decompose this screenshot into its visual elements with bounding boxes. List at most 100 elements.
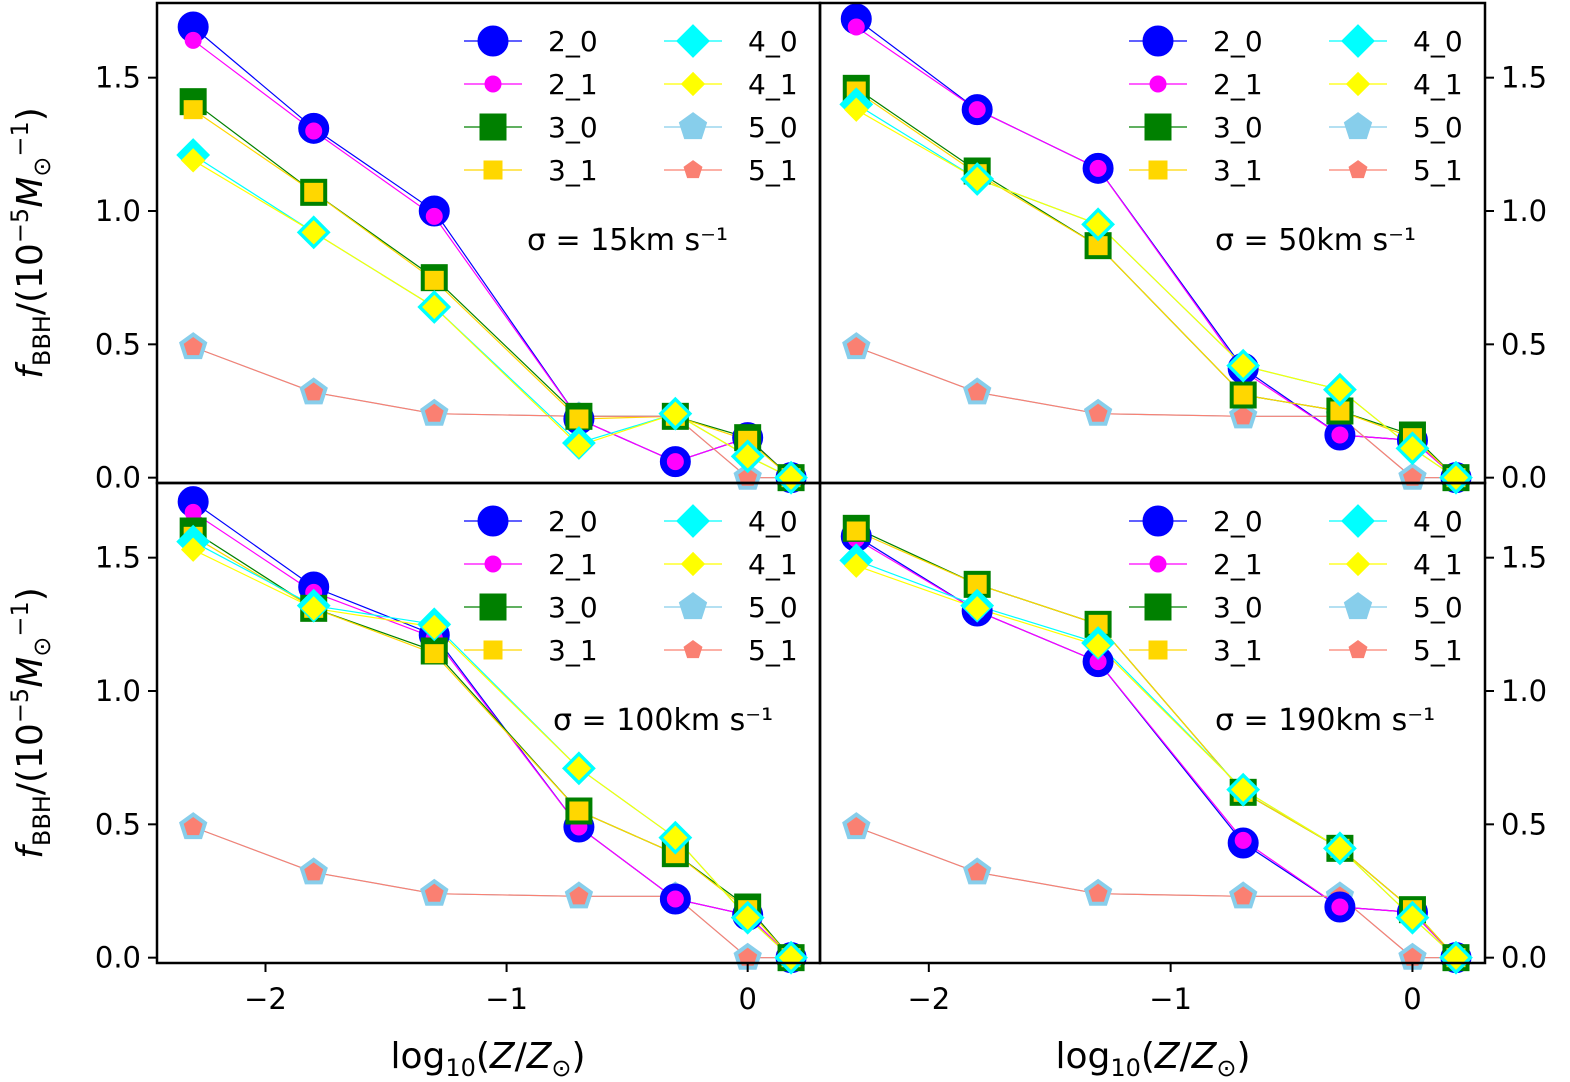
y-tick-label: 0.0 — [95, 461, 141, 495]
y-tick-label: 1.5 — [1501, 541, 1547, 575]
series-line-5_1 — [856, 826, 1456, 959]
legend-label-4_1: 4_1 — [1413, 548, 1463, 581]
legend-label-4_1: 4_1 — [748, 68, 798, 101]
point-4_1-5 — [735, 905, 760, 930]
point-2_1-2 — [425, 207, 443, 225]
panel-3: 0.0 0.5 1.0 1.5 −2 −1 0 σ = 100km s⁻¹ 2_0 2_1 3_0 3… — [95, 481, 822, 1016]
point-4_1-6 — [778, 465, 804, 490]
sigma-annotation: σ = 190km s⁻¹ — [1215, 703, 1435, 738]
panel-4: 0.0 0.5 1.0 1.5 −2 −1 0 σ = 190km s⁻¹ 2_0 2_1 3_0 3… — [818, 481, 1547, 1016]
series-line-5_0 — [192, 826, 792, 959]
point-5_1-2 — [1088, 403, 1108, 422]
point-2_1-0 — [847, 18, 865, 36]
point-2_1-3 — [1234, 831, 1252, 849]
legend-marker-3_0 — [479, 593, 507, 621]
series-line-4_1 — [192, 159, 792, 479]
point-3_1-2 — [424, 644, 444, 664]
point-5_1-2 — [424, 883, 444, 902]
point-4_1-3 — [566, 433, 592, 458]
point-5_1-0 — [183, 816, 203, 836]
point-4_1-2 — [422, 614, 447, 640]
x-tick-label: −1 — [1149, 982, 1192, 1016]
series-markers — [839, 3, 1473, 495]
legend-marker-5_1 — [683, 160, 703, 179]
legend-label-3_1: 3_1 — [548, 154, 598, 187]
point-5_1-3 — [1233, 406, 1253, 425]
series-line-3_0 — [855, 87, 1457, 479]
legend-marker-5_0 — [678, 112, 708, 140]
legend-label-3_0: 3_0 — [1213, 111, 1263, 144]
legend-label-2_1: 2_1 — [548, 68, 598, 101]
legend: 2_0 2_1 3_0 3_1 4_0 4_1 5_0 5_1 — [464, 24, 798, 187]
legend-label-5_1: 5_1 — [1413, 154, 1463, 187]
legend-label-3_0: 3_0 — [548, 111, 598, 144]
legend-marker-2_1 — [1149, 555, 1167, 573]
y-tick-label: 0.0 — [1501, 941, 1547, 975]
y-tick-label: 0.5 — [1501, 327, 1547, 361]
point-4_1-4 — [663, 825, 688, 850]
panel-2: 0.0 0.5 1.0 1.5 σ = 50km s⁻¹ 2_0 2_1 3_0 3_1 4_0 4… — [818, 1, 1547, 495]
point-2_1-4 — [1331, 426, 1349, 444]
legend-marker-4_0 — [676, 504, 710, 538]
point-4_1-1 — [964, 596, 990, 621]
y-tick-label: 0.0 — [95, 941, 141, 975]
y-axis-label: fBBH/(10−5M⊙−1) — [6, 107, 56, 379]
sigma-annotation: σ = 50km s⁻¹ — [1215, 223, 1416, 258]
legend-label-5_0: 5_0 — [1413, 591, 1463, 624]
x-axis-label: log10(Z/Z⊙) — [1055, 1036, 1250, 1082]
legend-marker-4_0 — [1341, 24, 1375, 58]
legend-marker-2_0 — [477, 25, 509, 57]
point-3_1-2 — [424, 270, 444, 290]
legend-marker-2_0 — [477, 505, 509, 537]
y-tick-label: 1.5 — [95, 61, 141, 95]
legend-label-2_0: 2_0 — [1213, 25, 1263, 58]
sigma-annotation: σ = 15km s⁻¹ — [527, 223, 728, 258]
legend-marker-3_1 — [1148, 640, 1168, 660]
y-tick-label: 0.5 — [95, 327, 141, 361]
legend-marker-4_0 — [676, 24, 710, 58]
point-5_1-3 — [1233, 886, 1253, 905]
point-5_1-0 — [183, 336, 203, 356]
legend-marker-2_0 — [1142, 505, 1174, 537]
legend-label-4_1: 4_1 — [748, 548, 798, 581]
panel-frame — [818, 481, 1487, 965]
point-4_1-2 — [1085, 633, 1111, 658]
legend-marker-4_1 — [1345, 71, 1371, 97]
series-line-5_0 — [192, 346, 792, 479]
point-4_1-0 — [180, 537, 206, 562]
legend-marker-3_0 — [1144, 113, 1172, 141]
legend-marker-5_0 — [678, 592, 708, 620]
point-4_1-4 — [1327, 836, 1353, 861]
legend-marker-3_1 — [1148, 160, 1168, 180]
legend-label-3_0: 3_0 — [1213, 591, 1263, 624]
x-tick-label: −2 — [907, 982, 950, 1016]
series-line-3_0 — [192, 101, 792, 479]
legend-label-5_0: 5_0 — [1413, 111, 1463, 144]
series-line-5_0 — [856, 826, 1456, 959]
legend-marker-4_1 — [680, 71, 706, 97]
point-2_1-4 — [1331, 898, 1349, 916]
legend-label-4_0: 4_0 — [748, 25, 798, 58]
point-4_1-0 — [180, 148, 206, 173]
series-line-5_0 — [856, 346, 1456, 479]
point-2_1-4 — [666, 453, 684, 471]
point-2_1-4 — [666, 890, 684, 908]
point-4_1-0 — [844, 97, 869, 122]
point-5_1-1 — [304, 862, 324, 881]
point-4_1-5 — [1400, 436, 1425, 461]
point-4_1-3 — [566, 756, 592, 781]
point-5_1-5 — [1403, 467, 1422, 486]
x-axis-label: log10(Z/Z⊙) — [390, 1036, 585, 1082]
point-3_1-1 — [304, 182, 324, 202]
sigma-annotation: σ = 100km s⁻¹ — [553, 703, 773, 738]
series-line-4_1 — [856, 565, 1457, 959]
legend-marker-5_1 — [1348, 160, 1368, 179]
point-5_1-3 — [569, 886, 589, 905]
y-tick-label: 1.0 — [1501, 674, 1547, 708]
legend-label-5_0: 5_0 — [748, 111, 798, 144]
legend: 2_0 2_1 3_0 3_1 4_0 4_1 5_0 5_1 — [1129, 504, 1463, 667]
point-4_1-5 — [1400, 905, 1425, 930]
point-3_1-3 — [569, 409, 589, 429]
legend-marker-2_1 — [1149, 75, 1167, 93]
legend-marker-3_0 — [479, 113, 507, 141]
